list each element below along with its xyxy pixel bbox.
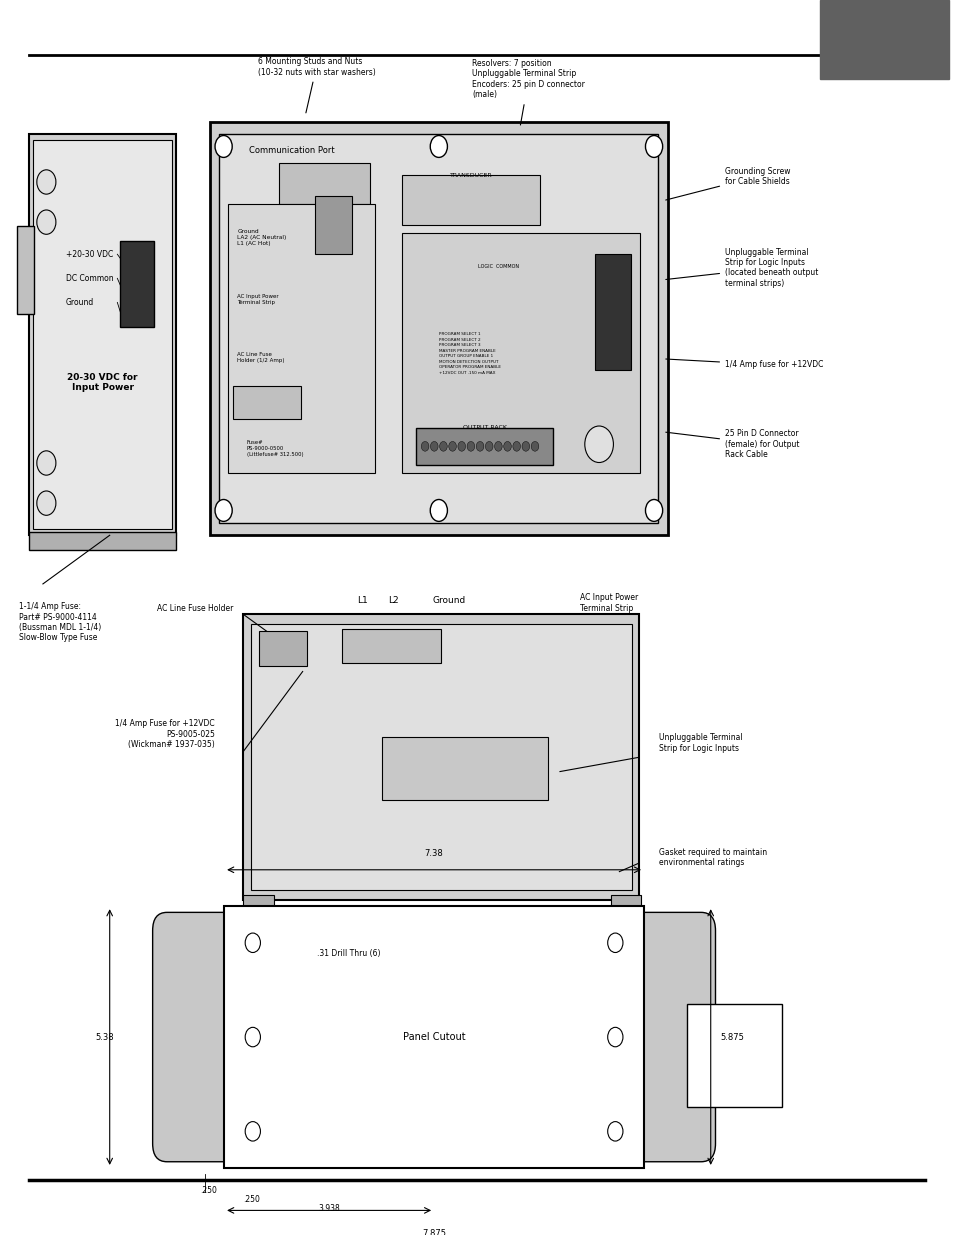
Bar (597, 317, 623, 325)
Bar (464, 743, 477, 794)
Bar (401, 743, 414, 794)
Text: AC Input Power
Terminal Strip: AC Input Power Terminal Strip (237, 294, 278, 305)
Bar (597, 291, 623, 300)
Bar (402, 233, 639, 473)
Circle shape (513, 441, 520, 451)
FancyBboxPatch shape (615, 913, 715, 1162)
Bar (123, 277, 150, 294)
Text: Unpluggable Terminal
Strip for Logic Inputs
(located beneath output
terminal str: Unpluggable Terminal Strip for Logic Inp… (665, 247, 818, 288)
Bar (33, 140, 172, 529)
Text: 3.938: 3.938 (318, 1204, 339, 1213)
Bar (416, 427, 553, 464)
Bar (597, 354, 623, 362)
Circle shape (245, 1121, 260, 1141)
Bar (610, 895, 640, 923)
Bar (123, 249, 150, 267)
Text: LOGIC  COMMON: LOGIC COMMON (477, 264, 518, 269)
Circle shape (476, 441, 483, 451)
Text: Fuse#
PS-9000-0500
(Littlefuse# 312.500): Fuse# PS-9000-0500 (Littlefuse# 312.500) (246, 440, 303, 457)
Bar (243, 895, 274, 923)
Circle shape (584, 426, 613, 463)
Bar (29, 531, 176, 550)
Bar (480, 743, 493, 794)
Bar (314, 196, 352, 254)
Bar (278, 163, 370, 204)
Text: 1/4 Amp Fuse for +12VDC
PS-9005-025
(Wickman# 1937-035): 1/4 Amp Fuse for +12VDC PS-9005-025 (Wic… (115, 720, 214, 750)
Circle shape (421, 441, 429, 451)
Bar (228, 204, 375, 473)
FancyBboxPatch shape (152, 913, 253, 1162)
Text: TRANSDUCER: TRANSDUCER (449, 173, 492, 178)
Circle shape (37, 451, 56, 475)
Text: 6 Mounting Studs and Nuts
(10-32 nuts with star washers): 6 Mounting Studs and Nuts (10-32 nuts wi… (257, 57, 375, 112)
Text: .250: .250 (200, 1186, 217, 1195)
Text: AC Input Power
Terminal Strip: AC Input Power Terminal Strip (579, 593, 638, 613)
Text: Panel Cutout: Panel Cutout (402, 1032, 465, 1042)
Bar (243, 614, 639, 900)
Circle shape (645, 136, 662, 157)
Circle shape (521, 441, 529, 451)
Bar (123, 304, 150, 320)
Circle shape (607, 934, 622, 952)
Text: PROGRAM SELECT 1
PROGRAM SELECT 2
PROGRAM SELECT 3
MASTER PROGRAM ENABLE
OUTPUT : PROGRAM SELECT 1 PROGRAM SELECT 2 PROGRA… (438, 332, 500, 374)
Bar (449, 743, 461, 794)
Circle shape (439, 441, 447, 451)
Circle shape (214, 499, 232, 521)
Bar (594, 254, 631, 369)
Circle shape (457, 441, 465, 451)
Text: 5.875: 5.875 (720, 1032, 743, 1041)
Text: Gasket required to maintain
environmental ratings: Gasket required to maintain environmenta… (659, 847, 766, 867)
Bar (259, 631, 306, 666)
Bar (820, 0, 948, 79)
Bar (597, 342, 623, 350)
Bar (433, 743, 445, 794)
Bar (597, 279, 623, 287)
Circle shape (430, 441, 437, 451)
Text: Grounding Screw
for Cable Shields: Grounding Screw for Cable Shields (665, 167, 790, 200)
Text: Ground: Ground (432, 597, 465, 605)
Circle shape (245, 934, 260, 952)
Bar (686, 1004, 781, 1107)
Text: Unpluggable Terminal
Strip for Logic Inputs: Unpluggable Terminal Strip for Logic Inp… (659, 734, 741, 752)
Text: 7.38: 7.38 (424, 848, 443, 857)
Circle shape (245, 1028, 260, 1047)
Circle shape (448, 441, 456, 451)
Text: Communication Port: Communication Port (250, 146, 335, 156)
Circle shape (430, 136, 447, 157)
Bar (224, 906, 643, 1168)
Bar (512, 743, 524, 794)
Circle shape (503, 441, 511, 451)
Circle shape (494, 441, 501, 451)
Bar (597, 267, 623, 274)
Text: .31 Drill Thru (6): .31 Drill Thru (6) (316, 948, 379, 958)
Text: 1-1/4 Amp Fuse:
Part# PS-9000-4114
(Bussman MDL 1-1/4)
Slow-Blow Type Fuse: 1-1/4 Amp Fuse: Part# PS-9000-4114 (Buss… (19, 603, 101, 642)
Bar (497, 743, 509, 794)
Text: 5.38: 5.38 (95, 1032, 114, 1041)
Bar (29, 133, 176, 535)
Text: OUTPUT RACK: OUTPUT RACK (462, 425, 506, 430)
Text: 1/4 Amp fuse for +12VDC: 1/4 Amp fuse for +12VDC (665, 359, 822, 369)
Text: AC Line Fuse Holder: AC Line Fuse Holder (157, 604, 233, 613)
Circle shape (430, 499, 447, 521)
Text: DC Common: DC Common (66, 274, 113, 283)
Circle shape (607, 1121, 622, 1141)
Bar (210, 122, 667, 535)
Bar (251, 624, 631, 890)
Circle shape (214, 136, 232, 157)
Circle shape (607, 1028, 622, 1047)
Text: 25 Pin D Connector
(female) for Output
Rack Cable: 25 Pin D Connector (female) for Output R… (665, 429, 799, 459)
Text: Resolvers: 7 position
Unpluggable Terminal Strip
Encoders: 25 pin D connector
(m: Resolvers: 7 position Unpluggable Termin… (472, 59, 584, 125)
Bar (233, 387, 301, 420)
Text: +20-30 VDC: +20-30 VDC (66, 249, 112, 259)
Circle shape (37, 492, 56, 515)
Bar (219, 133, 658, 524)
Text: Ground: Ground (66, 298, 93, 308)
Bar (120, 241, 153, 326)
Circle shape (37, 170, 56, 194)
Bar (528, 743, 540, 794)
Bar (385, 743, 398, 794)
Text: 7.875: 7.875 (421, 1229, 446, 1235)
Bar (342, 629, 440, 663)
Circle shape (645, 499, 662, 521)
Text: .250: .250 (243, 1194, 260, 1204)
